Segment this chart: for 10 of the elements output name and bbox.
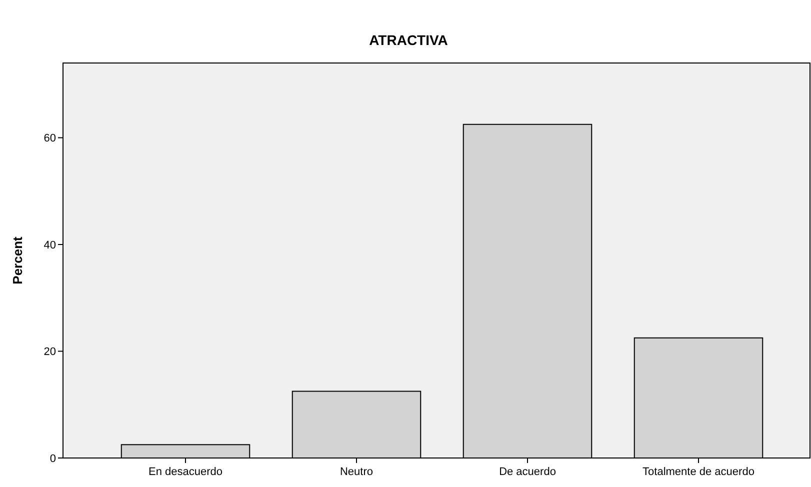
x-tick-label: De acuerdo	[499, 466, 556, 478]
y-tick-label: 40	[44, 239, 56, 252]
x-tick-label: Totalmente de acuerdo	[642, 466, 754, 478]
x-tick-label: Neutro	[340, 466, 374, 478]
y-tick-label: 0	[50, 452, 56, 465]
chart-title: ATRACTIVA	[369, 32, 448, 48]
y-tick-label: 60	[44, 132, 56, 145]
y-tick-label: 20	[44, 346, 56, 358]
y-axis-title: Percent	[10, 236, 25, 284]
x-tick-label: En desacuerdo	[148, 466, 222, 478]
